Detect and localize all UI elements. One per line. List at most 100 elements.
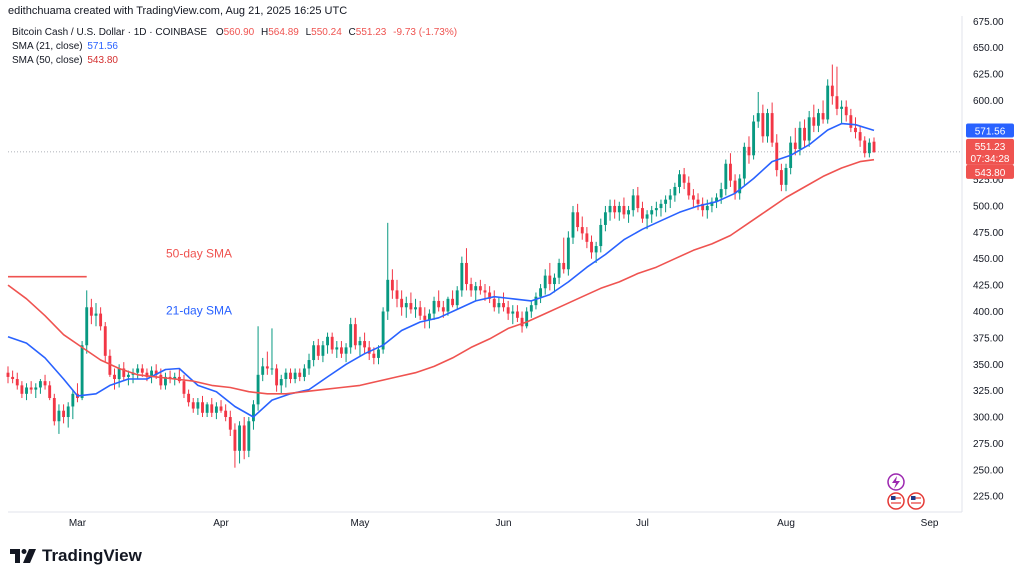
candle-body [335,347,339,350]
sma21-price-tag-text: 571.56 [975,126,1006,137]
candle-body [784,167,788,185]
x-tick-label: Jul [636,518,649,529]
candle-body [738,178,742,194]
candle-body [576,212,580,228]
candle-body [427,313,431,320]
chart-byline: edithchuama created with TradingView.com… [8,5,348,17]
candle-body [817,113,820,126]
candle-body [441,307,445,312]
candle-body [798,127,802,149]
candle-body [488,292,492,299]
last-price-tag-text: 551.23 [975,142,1006,153]
y-tick-label: 675.00 [973,17,1004,28]
candle-body [608,205,612,213]
candle-body [492,298,496,308]
candle-body [770,113,774,143]
candle-body [691,195,695,200]
lightning-bolt-icon [892,476,900,489]
candle-body [265,366,269,369]
candle-body [214,406,218,413]
candle-body [71,393,75,407]
candle-body [603,212,607,225]
sma21-label: SMA (21, close) [12,41,83,52]
symbol-name[interactable]: Bitcoin Cash / U.S. Dollar · 1D · COINBA… [12,27,208,38]
candle-body [830,85,834,97]
candle-body [38,381,42,388]
candle-body [807,117,811,141]
symbol-row: Bitcoin Cash / U.S. Dollar · 1D · COINBA… [12,26,457,40]
candle-body [539,288,543,297]
x-tick-label: Sep [921,518,939,529]
candle-body [136,368,140,373]
candle-body [617,205,621,213]
candle-body [228,417,232,430]
candle-body [353,324,357,346]
close-value: 551.23 [355,27,387,38]
open-label: O [215,27,224,38]
candle-body [835,96,839,109]
candle-body [312,345,316,361]
candle-body [548,275,552,285]
brand-name: TradingView [42,546,142,565]
candle-body [515,311,519,318]
candle-body [687,182,691,196]
sma50-line [7,158,875,395]
sma-annotation: 21-day SMA [166,304,232,318]
candle-body [812,117,816,126]
candle-body [478,286,482,291]
candle-body [682,174,686,183]
tradingview-brand[interactable]: TradingView [10,546,142,566]
change-value: -9.73 (-1.73%) [393,27,458,38]
candle-body [117,368,121,380]
candle-body [150,370,153,377]
candle-body [432,300,436,314]
candle-body [302,368,306,377]
candle-body [705,205,709,211]
candle-body [863,140,867,154]
y-tick-label: 250.00 [973,465,1004,476]
candle-body [122,368,126,377]
y-tick-label: 600.00 [973,96,1004,107]
candle-body [840,106,844,109]
sma21-row[interactable]: SMA (21, close) 571.56 [12,40,457,54]
candle-body [414,307,417,310]
candle-body [154,370,158,375]
candle-body [298,372,302,377]
candle-body [599,224,603,247]
candle-body [858,132,862,141]
x-tick-label: Apr [213,518,229,529]
candle-body [6,372,10,377]
candle-body [289,372,292,380]
sma50-row[interactable]: SMA (50, close) 543.80 [12,54,457,68]
candle-body [330,336,334,350]
candle-body [729,163,732,181]
candle-body [363,341,367,348]
candle-body [80,345,84,399]
candle-body [844,106,848,116]
candle-body [529,305,533,312]
candle-body [580,227,584,234]
candle-body [613,205,617,213]
candle-body [418,307,422,316]
candle-body [173,376,177,380]
candle-body [34,387,38,390]
candle-body [474,286,478,291]
high-value: 564.89 [268,27,299,38]
candle-body [645,214,649,219]
flag-canton [911,496,916,500]
candle-body [99,313,103,327]
candle-body [29,387,33,390]
close-label: C [348,27,356,38]
candle-body [872,141,876,152]
y-tick-label: 525.00 [973,175,1004,186]
y-tick-label: 225.00 [973,492,1004,503]
y-tick-label: 475.00 [973,228,1004,239]
candle-body [761,113,765,137]
candle-body [668,195,672,200]
candle-body [293,372,297,380]
candle-body [247,421,251,451]
candle-body [205,404,209,413]
candle-body [571,212,575,238]
candle-body [20,385,24,394]
